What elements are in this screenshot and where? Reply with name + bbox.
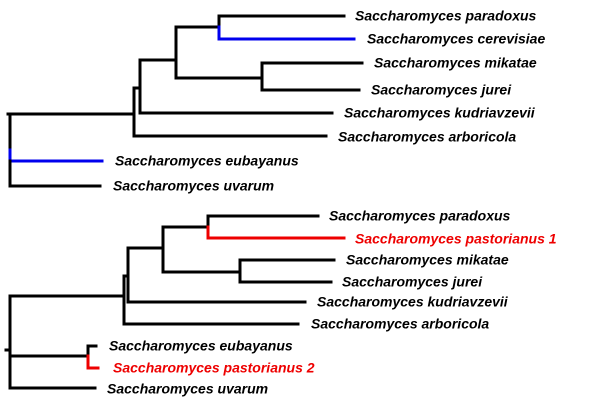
tree-bottom: Saccharomyces paradoxus Saccharomyces pa…: [4, 208, 557, 397]
leaf-label-eubayanus: Saccharomyces eubayanus: [115, 153, 299, 169]
leaf-label-uvarum: Saccharomyces uvarum: [107, 381, 268, 397]
branch-pastorianus2: [86, 354, 100, 370]
branch-cerevisiae: [217, 25, 356, 41]
leaf-label-paradoxus: Saccharomyces paradoxus: [329, 208, 511, 224]
leaf-label-arboricola: Saccharomyces arboricola: [338, 129, 516, 145]
leaf-label-kudriavzevii: Saccharomyces kudriavzevii: [344, 105, 536, 121]
leaf-label-eubayanus: Saccharomyces eubayanus: [109, 338, 293, 354]
leaf-label-arboricola: Saccharomyces arboricola: [311, 316, 489, 332]
leaf-label-kudriavzevii: Saccharomyces kudriavzevii: [317, 294, 509, 310]
leaf-label-jurei: Saccharomyces jurei: [371, 82, 512, 98]
leaf-label-mikatae: Saccharomyces mikatae: [374, 55, 537, 71]
branch-eubayanus: [8, 148, 104, 163]
branch-pastorianus1: [206, 225, 346, 240]
leaf-label-pastorianus2: Saccharomyces pastorianus 2: [113, 360, 315, 376]
leaf-label-paradoxus: Saccharomyces paradoxus: [355, 8, 537, 24]
branch-uvarum: [8, 159, 102, 188]
leaf-label-jurei: Saccharomyces jurei: [342, 274, 483, 290]
tree-top: Saccharomyces paradoxus Saccharomyces ce…: [6, 8, 545, 194]
leaf-label-pastorianus1: Saccharomyces pastorianus 1: [355, 231, 557, 247]
leaf-label-uvarum: Saccharomyces uvarum: [113, 178, 274, 194]
leaf-label-mikatae: Saccharomyces mikatae: [346, 252, 509, 268]
leaf-label-cerevisiae: Saccharomyces cerevisiae: [367, 31, 545, 47]
